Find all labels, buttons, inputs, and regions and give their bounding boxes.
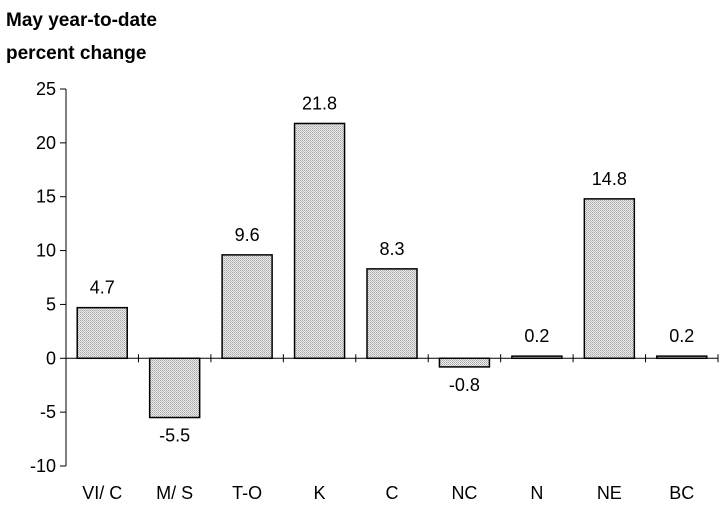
- y-axis: -10 -5 0 5 10 15 20 25: [30, 79, 67, 476]
- data-label: 9.6: [235, 225, 260, 245]
- bar: [148, 357, 201, 419]
- bar: [366, 268, 418, 360]
- bar: [583, 198, 636, 360]
- x-tick-label: M/ S: [156, 483, 193, 503]
- y-tick-label: 0: [46, 348, 56, 368]
- chart-title-line-2: percent change: [6, 43, 147, 64]
- bar: [293, 122, 346, 360]
- data-labels: 4.7 -5.5 9.6 21.8 8.3 -0.8 0.2 14.8 0.2: [90, 93, 695, 445]
- y-tick-label: 20: [36, 133, 56, 153]
- data-label: 0.2: [524, 326, 549, 346]
- chart-title-line-1: May year-to-date: [6, 10, 157, 31]
- x-axis: VI/ C M/ S T-O K C NC N NE BC: [66, 354, 719, 503]
- data-label: 8.3: [379, 239, 404, 259]
- x-tick-label: N: [530, 483, 543, 503]
- data-label: 14.8: [592, 169, 627, 189]
- x-tick-label: NE: [597, 483, 622, 503]
- y-tick-label: 10: [36, 241, 56, 261]
- x-tick-label: T-O: [232, 483, 262, 503]
- y-tick-label: 15: [36, 187, 56, 207]
- x-tick-label: BC: [669, 483, 694, 503]
- bar: [221, 254, 273, 360]
- x-tick-label: NC: [451, 483, 477, 503]
- x-tick-label: K: [314, 483, 326, 503]
- bar: [438, 357, 491, 368]
- y-tick-label: -10: [30, 456, 56, 476]
- data-label: 0.2: [669, 326, 694, 346]
- x-tick-label: VI/ C: [82, 483, 122, 503]
- bar: [76, 306, 128, 360]
- data-label: -5.5: [159, 426, 190, 446]
- x-tick-label: C: [386, 483, 399, 503]
- bars: [76, 122, 708, 419]
- y-tick-label: 25: [36, 79, 56, 99]
- data-label: 4.7: [90, 278, 115, 298]
- data-label: 21.8: [302, 93, 337, 113]
- y-tick-label: -5: [40, 402, 56, 422]
- y-tick-label: 5: [46, 294, 56, 314]
- data-label: -0.8: [449, 375, 480, 395]
